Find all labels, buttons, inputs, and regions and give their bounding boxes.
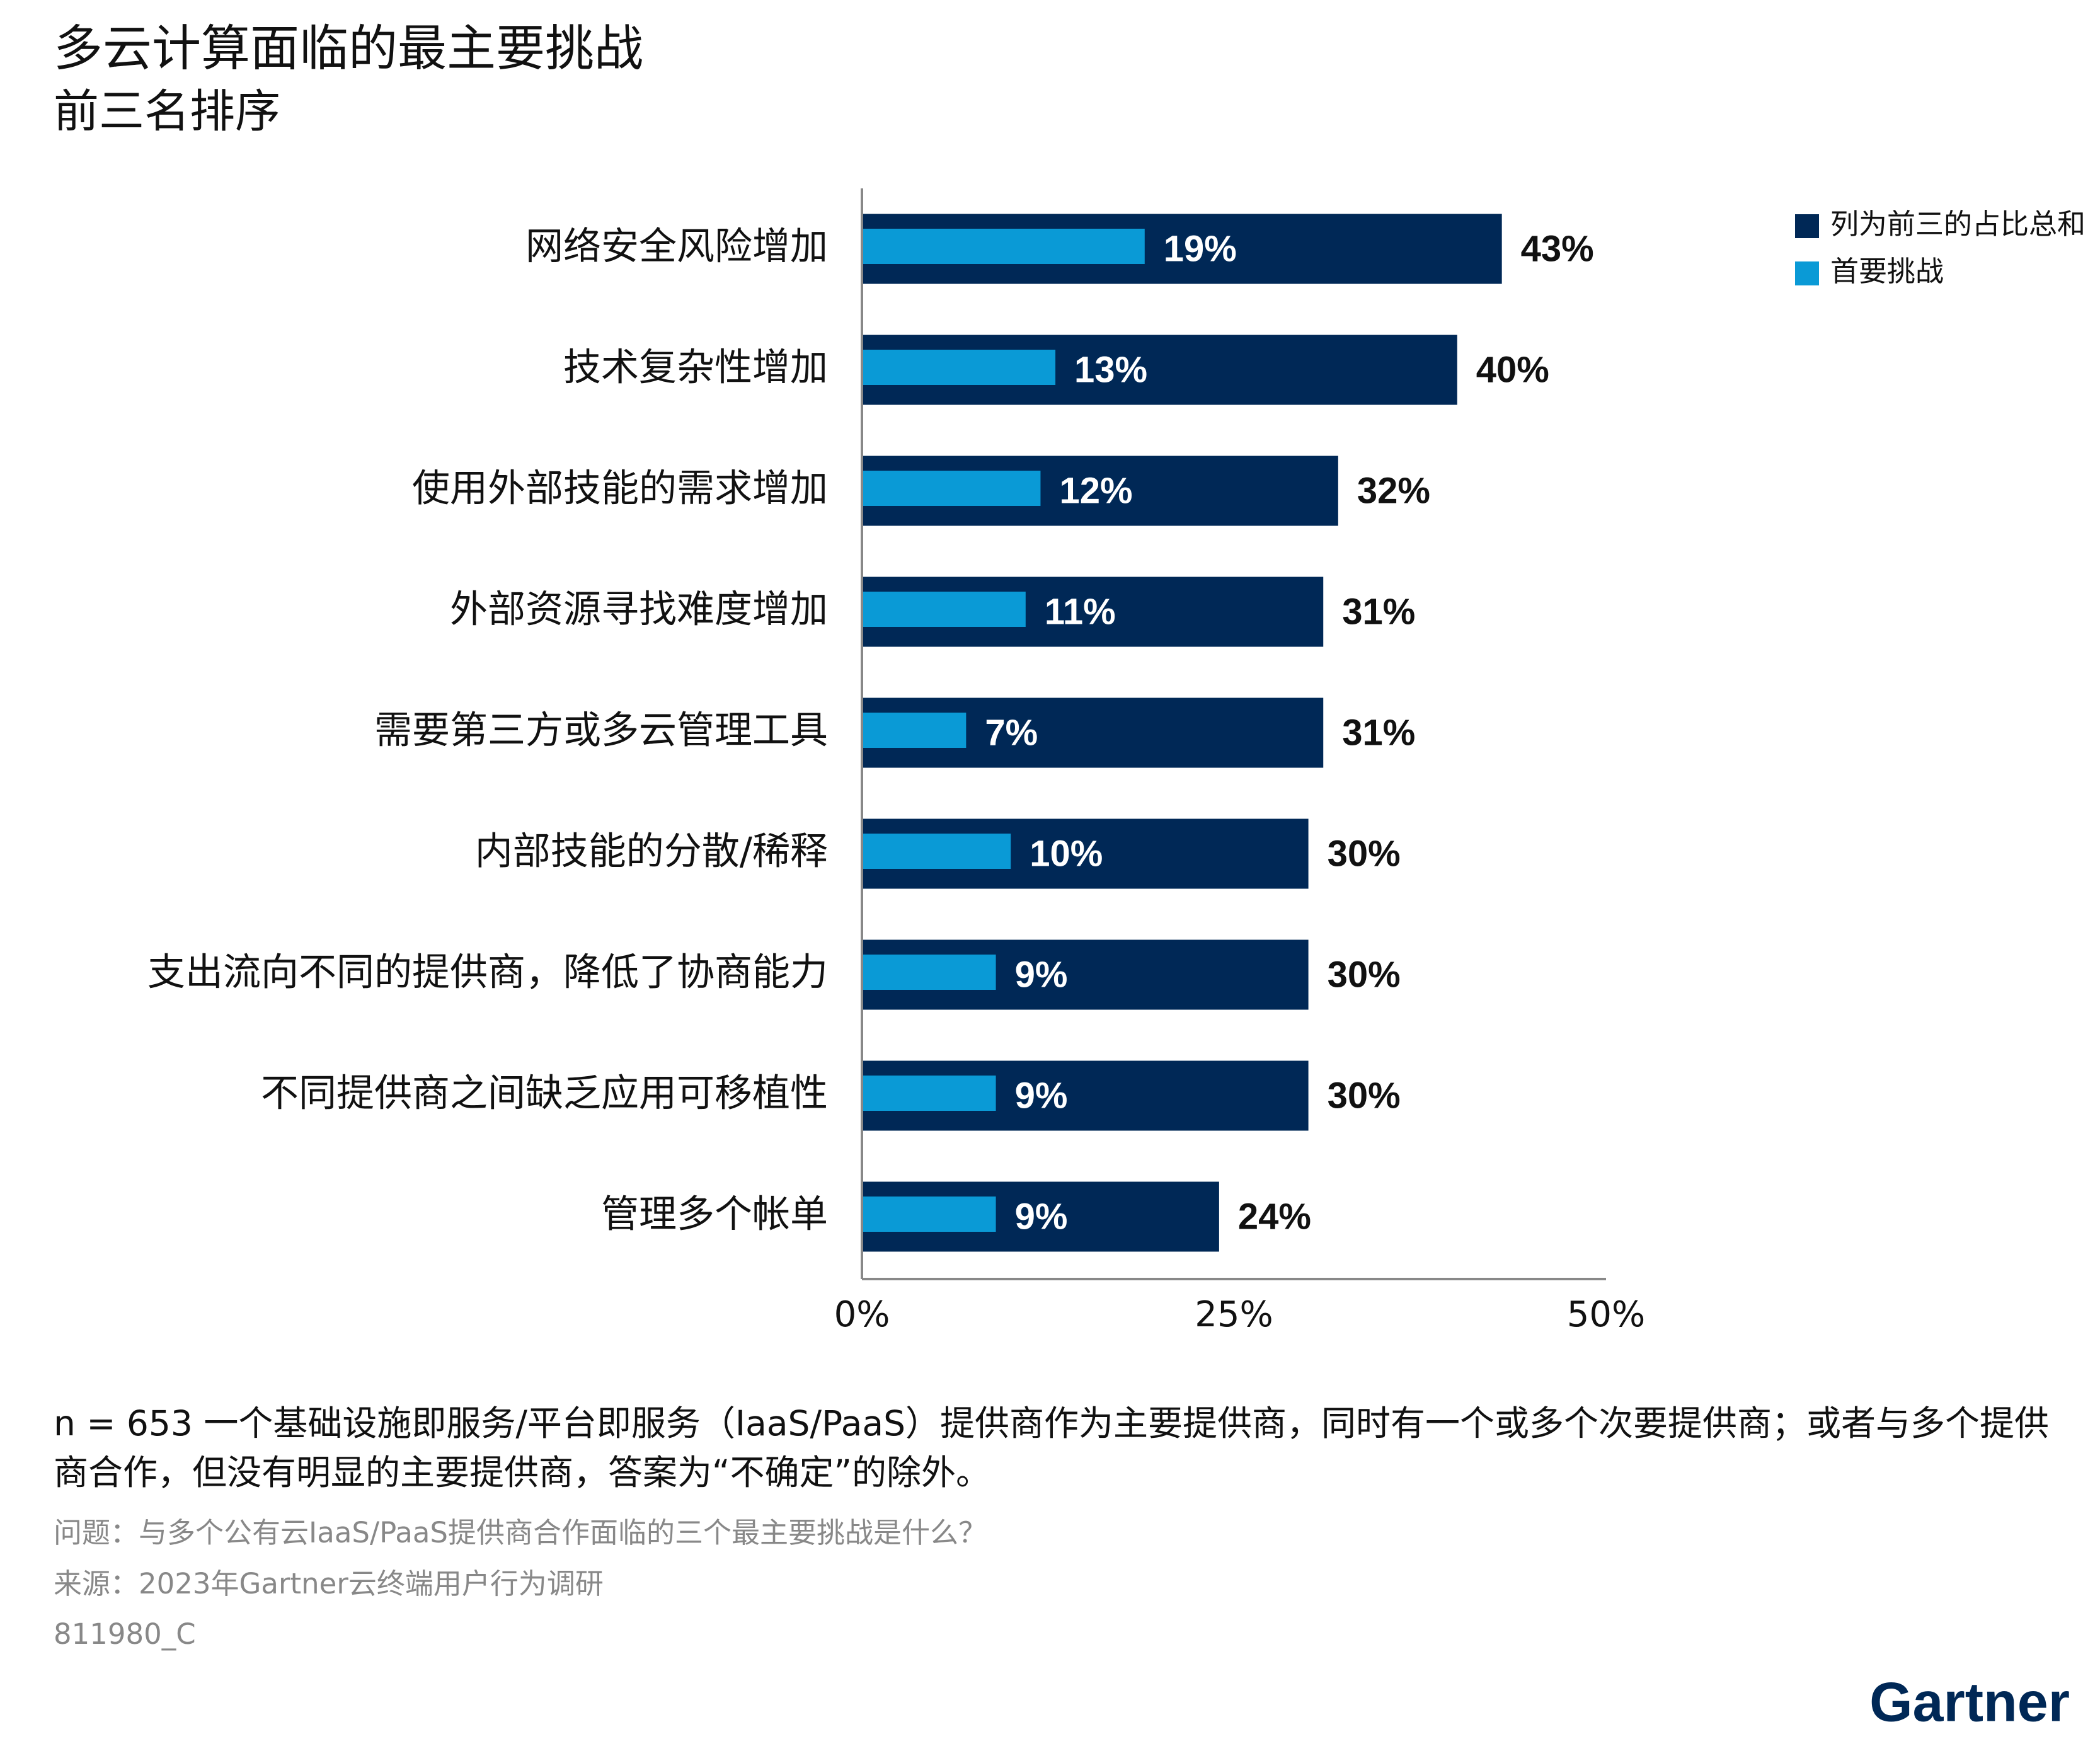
value-label: 30% [1328, 1075, 1401, 1116]
legend-label: 列为前三的占比总和 [1830, 207, 2086, 241]
value-label: 7% [985, 712, 1038, 753]
bar [862, 592, 1026, 627]
chart-subtitle: 前三名排序 [54, 85, 280, 138]
category-label: 技术复杂性增加 [563, 346, 828, 390]
chart-title: 多云计算面临的最主要挑战 [54, 20, 643, 77]
question: 问题：与多个公有云IaaS/PaaS提供商合作面临的三个最主要挑战是什么？ [54, 1516, 987, 1549]
logo: Gartner [1869, 1670, 2070, 1733]
legend-swatch [1795, 261, 1819, 285]
value-label: 12% [1059, 470, 1132, 511]
value-label: 19% [1164, 228, 1237, 269]
value-label: 31% [1342, 712, 1415, 753]
bar [862, 834, 1011, 869]
bar [862, 1076, 996, 1111]
bar [862, 713, 967, 748]
value-label: 9% [1015, 1196, 1068, 1237]
value-label: 9% [1015, 954, 1068, 995]
bar [862, 471, 1041, 506]
value-label: 32% [1357, 470, 1430, 511]
value-label: 30% [1328, 833, 1401, 874]
category-label: 外部资源寻找难度增加 [450, 588, 828, 632]
value-label: 13% [1074, 349, 1147, 390]
category-label: 支出流向不同的提供商，降低了协商能力 [147, 951, 828, 995]
source: 来源：2023年Gartner云终端用户行为调研 [54, 1567, 604, 1600]
x-tick-label: 25% [1195, 1294, 1273, 1335]
bar [862, 1197, 996, 1232]
bar [862, 955, 996, 990]
value-label: 11% [1045, 591, 1116, 632]
footnote: n = 653 一个基础设施即服务/平台即服务（IaaS/PaaS）提供商作为主… [54, 1403, 2049, 1493]
category-label: 内部技能的分散/稀释 [475, 830, 828, 874]
value-label: 30% [1328, 954, 1401, 995]
category-label: 需要第三方或多云管理工具 [374, 709, 828, 753]
value-label: 10% [1030, 833, 1103, 874]
bar [862, 229, 1145, 264]
value-label: 40% [1476, 349, 1549, 390]
legend-swatch [1795, 214, 1819, 238]
legend-label: 首要挑战 [1830, 255, 1944, 288]
category-label: 管理多个帐单 [601, 1193, 828, 1237]
value-label: 9% [1015, 1075, 1068, 1116]
category-label: 网络安全风险增加 [525, 225, 828, 269]
value-label: 31% [1342, 591, 1415, 632]
x-tick-label: 50% [1567, 1294, 1645, 1335]
category-label: 不同提供商之间缺乏应用可移植性 [261, 1072, 828, 1116]
value-label: 24% [1238, 1196, 1311, 1237]
x-tick-label: 0% [834, 1294, 890, 1335]
category-label: 使用外部技能的需求增加 [412, 467, 828, 511]
figure-id: 811980_C [54, 1617, 196, 1651]
bar [862, 350, 1056, 385]
value-label: 43% [1521, 228, 1594, 269]
